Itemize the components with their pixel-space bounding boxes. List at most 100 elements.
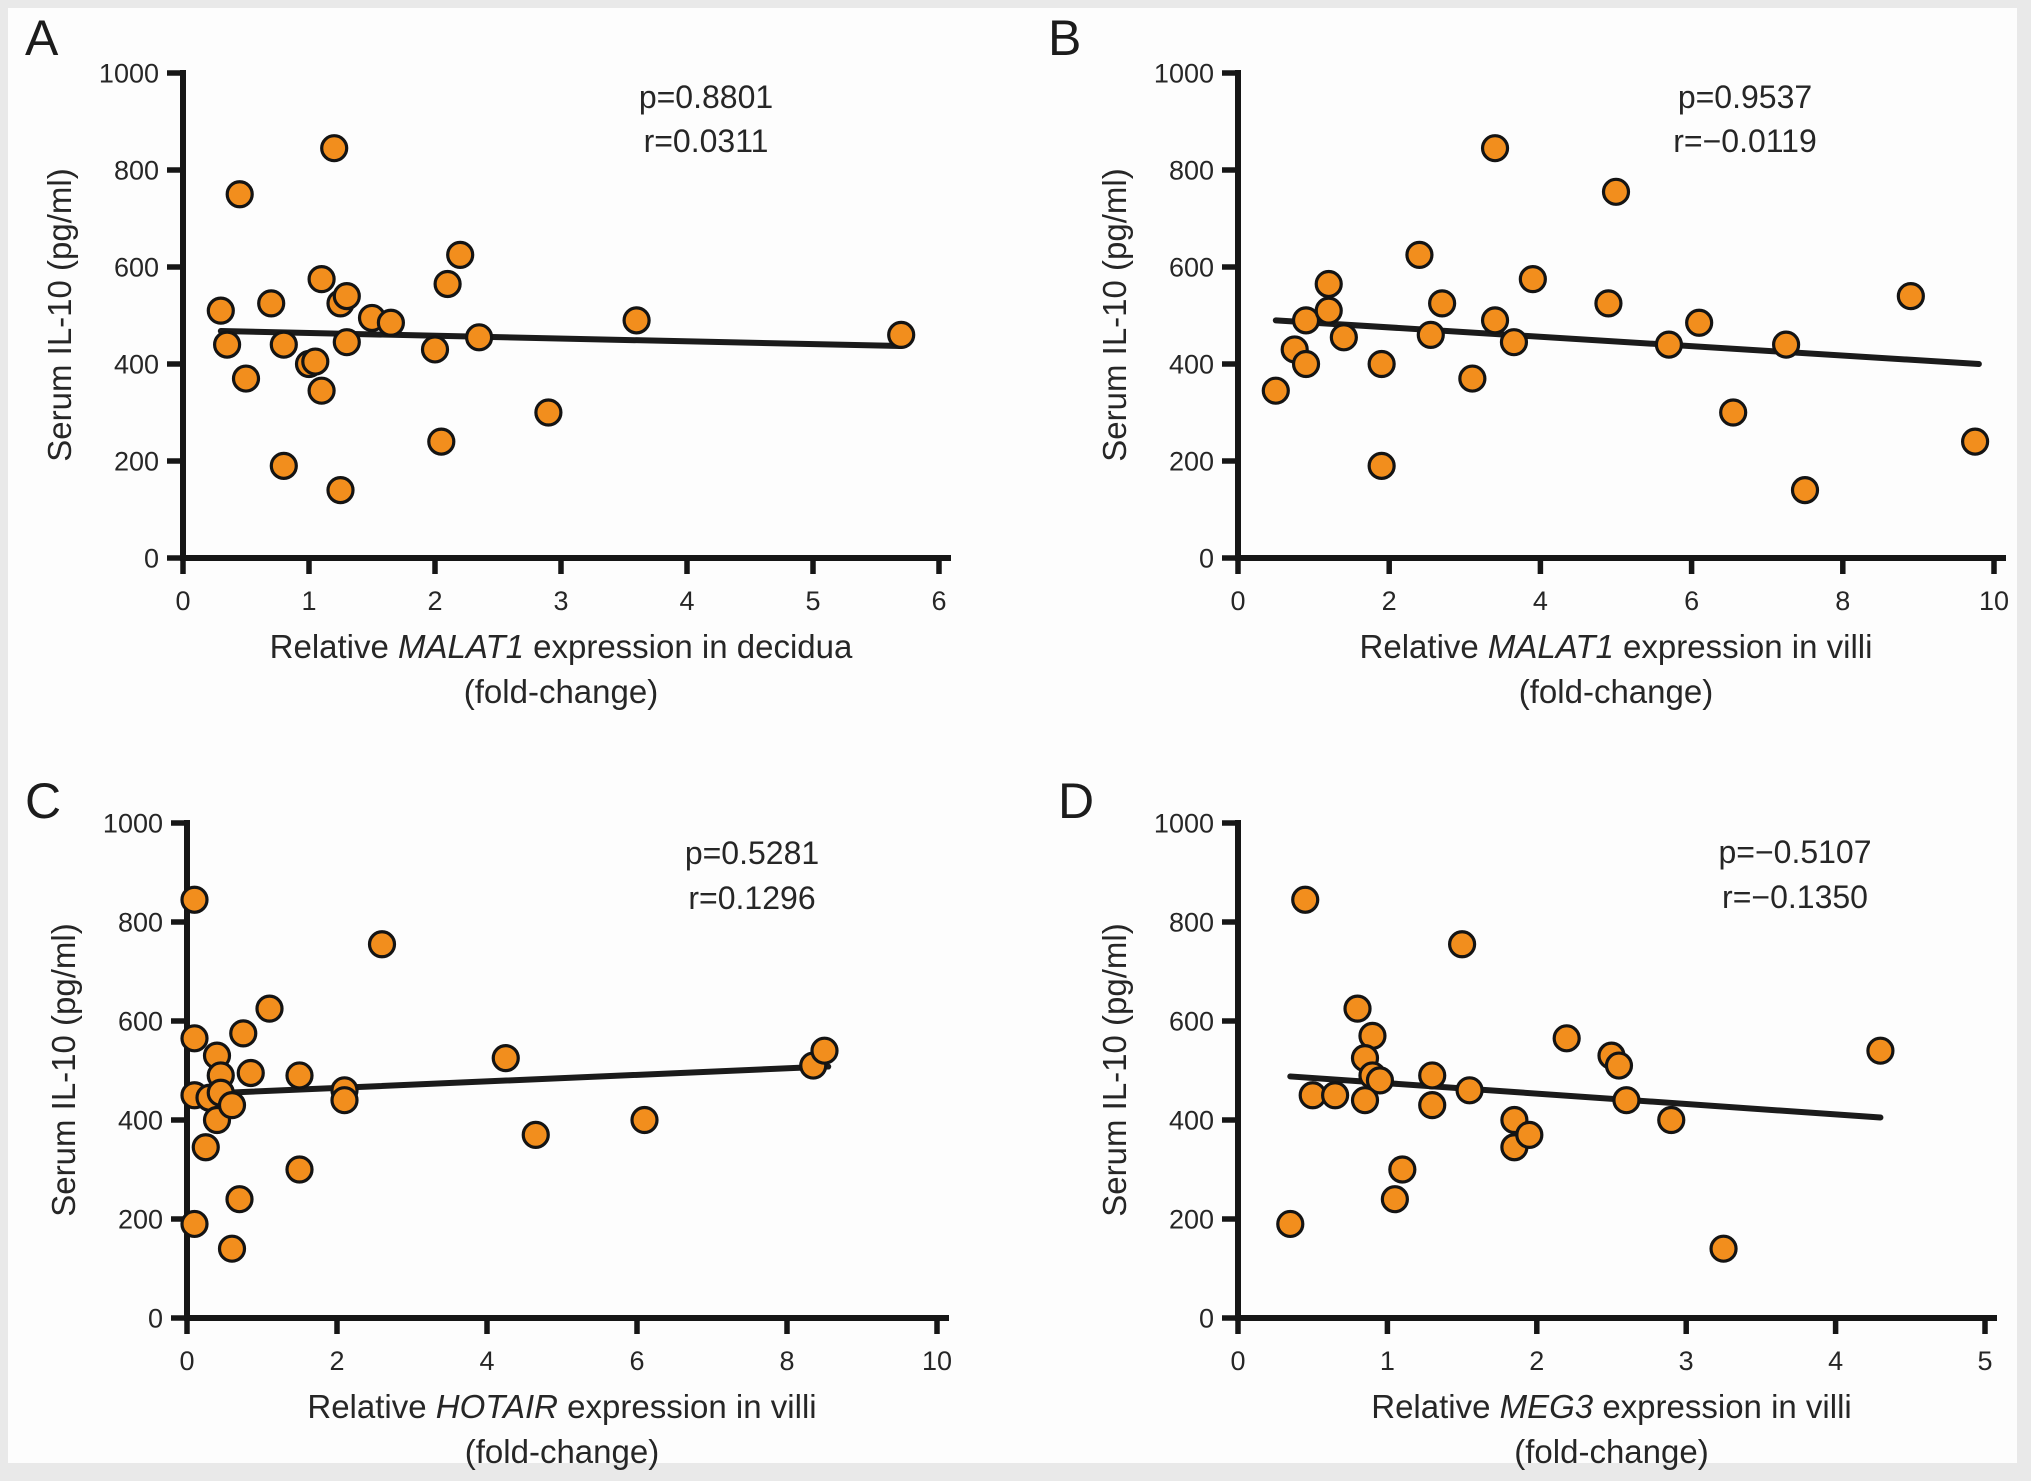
panel-b-y-tick-label: 1000 — [1154, 59, 1214, 89]
panel-c-marker — [367, 930, 397, 959]
panel-b-p-value: p=0.9537 — [1678, 79, 1812, 115]
panel-a-x-axis-title-line2: (fold-change) — [464, 673, 658, 710]
panel-b-marker — [1416, 320, 1445, 349]
panel-c-y-tick-label: 1000 — [103, 809, 163, 839]
panel-c-y-tick-label: 0 — [148, 1304, 163, 1334]
panel-a-marker — [213, 330, 242, 359]
panel-d-p-value: p=−0.5107 — [1718, 834, 1871, 870]
panel-a-x-tick-label: 5 — [805, 586, 820, 616]
panel-b-y-tick-label: 400 — [1169, 350, 1214, 380]
panel-c-marker — [229, 1019, 258, 1048]
panel-d-x-title-gene: MEG3 — [1500, 1388, 1594, 1425]
panel-c-x-tick-label: 2 — [329, 1346, 344, 1376]
panel-c-r-value: r=0.1296 — [688, 880, 815, 916]
panel-c-x-axis-title: Relative HOTAIR expression in villi — [307, 1388, 816, 1425]
panel-b-y-tick-label: 800 — [1169, 156, 1214, 186]
panel-a-marker — [231, 364, 261, 393]
panel-b-x-tick-label: 2 — [1382, 586, 1397, 616]
panel-d-marker — [1276, 1209, 1305, 1239]
panel-c-marker — [217, 1234, 247, 1263]
panel-b-marker — [1654, 330, 1684, 359]
panel-c-marker — [285, 1155, 314, 1184]
panel-d-marker — [1447, 930, 1477, 959]
panel-c: C 0 200 400 600 800 1000 0 2 4 6 8 10 p=0.5281 r=0.129… — [25, 773, 952, 1470]
panel-a-marker — [433, 269, 462, 299]
panel-d-y-tick-label: 600 — [1169, 1007, 1214, 1037]
panel-b-marker — [1594, 289, 1623, 318]
panel-a-marker — [225, 180, 254, 209]
panel-b-marker — [1261, 376, 1290, 405]
panel-a-marker — [332, 282, 361, 311]
panel-b-y-tick-label: 0 — [1199, 544, 1214, 574]
panel-c-x-tick-label: 0 — [179, 1346, 194, 1376]
panel-c-x-tick-label: 4 — [479, 1346, 494, 1376]
panel-a-letter: A — [25, 10, 59, 66]
panel-b-marker — [1314, 296, 1343, 325]
panel-a-marker — [622, 306, 651, 335]
panel-a-x-title-gene: MALAT1 — [398, 628, 524, 665]
panel-c-trend-line — [187, 1063, 832, 1098]
panel-d-marker — [1657, 1105, 1686, 1135]
panel-c-marker — [255, 994, 284, 1023]
panel-b-letter: B — [1048, 10, 1081, 66]
panel-b-marker — [1790, 476, 1820, 505]
panel-c-y-tick-label: 400 — [118, 1106, 163, 1136]
panel-b-marker — [1314, 269, 1343, 299]
panel-c-marker — [630, 1105, 659, 1135]
panel-c-x-tick-label: 10 — [922, 1346, 952, 1376]
panel-d: D 0 200 400 600 800 1000 0 1 2 3 4 5 p=−0.5107 r=−0.13… — [1058, 773, 1997, 1470]
panel-c-marker — [491, 1044, 520, 1073]
panel-d-x-tick-label: 2 — [1529, 1346, 1544, 1376]
panel-b-marker — [1458, 364, 1487, 393]
panel-a-y-tick-label: 0 — [144, 544, 159, 574]
panel-d-x-tick-label: 1 — [1380, 1346, 1395, 1376]
panel-a-r-value: r=0.0311 — [644, 123, 769, 159]
panel-b-marker — [1771, 330, 1801, 359]
panel-a-marker — [427, 427, 456, 456]
panel-a-y-tick-label: 600 — [114, 253, 159, 283]
panel-d-y-tick-label: 800 — [1169, 908, 1214, 938]
panel-c-letter: C — [25, 773, 61, 829]
panel-a-marker — [420, 335, 450, 364]
panel-d-x-tick-label: 3 — [1679, 1346, 1694, 1376]
panel-d-marker — [1291, 885, 1320, 914]
panel-b-r-value: r=−0.0119 — [1673, 123, 1817, 159]
panel-b-marker — [1601, 177, 1631, 206]
panel-b-marker — [1367, 451, 1396, 480]
panel-a-marker — [307, 265, 336, 294]
panel-a-y-tick-label: 800 — [114, 156, 159, 186]
panel-c-y-tick-label: 800 — [118, 908, 163, 938]
panel-a-marker — [465, 323, 494, 352]
panel-c-marker — [217, 1091, 247, 1120]
panel-b-x-title-gene: MALAT1 — [1488, 628, 1614, 665]
panel-d-marker — [1321, 1081, 1350, 1110]
panel-d-marker — [1365, 1066, 1395, 1095]
panel-d-marker — [1388, 1155, 1417, 1184]
panel-b-marker — [1685, 308, 1714, 337]
panel-a-y-axis-title: Serum IL-10 (pg/ml) — [41, 168, 78, 461]
panel-b-trend-line — [1272, 317, 1982, 367]
panel-b: B 0 200 400 600 800 1000 0 2 4 6 8 10 p=0.9537 r=−0.01… — [1048, 10, 2009, 710]
panel-b-marker — [1480, 306, 1510, 335]
panel-a-y-tick-label: 1000 — [99, 59, 159, 89]
panel-a-marker — [257, 289, 286, 318]
panel-c-x-title-gene: HOTAIR — [436, 1388, 558, 1425]
panel-b-marker — [1367, 349, 1396, 379]
panel-a-marker — [320, 134, 349, 163]
panel-b-marker — [1329, 323, 1358, 352]
panel-d-marker — [1343, 994, 1372, 1023]
panel-a-x-title-suffix: expression in decidua — [524, 628, 853, 665]
panel-a: A 0 200 400 600 800 1000 0 1 2 3 4 5 6 p=0.8801 r=0.031… — [25, 10, 951, 710]
panel-a-marker — [206, 296, 235, 325]
panel-c-marker — [285, 1061, 314, 1090]
panel-a-marker — [326, 476, 355, 505]
panel-b-x-title-suffix: expression in villi — [1614, 628, 1873, 665]
panel-d-marker — [1418, 1061, 1447, 1090]
panel-c-y-axis-title: Serum IL-10 (pg/ml) — [45, 923, 82, 1216]
panel-d-marker — [1604, 1051, 1634, 1080]
panel-c-marker — [180, 1024, 209, 1053]
panel-b-marker — [1291, 349, 1321, 379]
panel-b-marker — [1499, 328, 1529, 357]
panel-b-x-tick-label: 10 — [1979, 586, 2009, 616]
